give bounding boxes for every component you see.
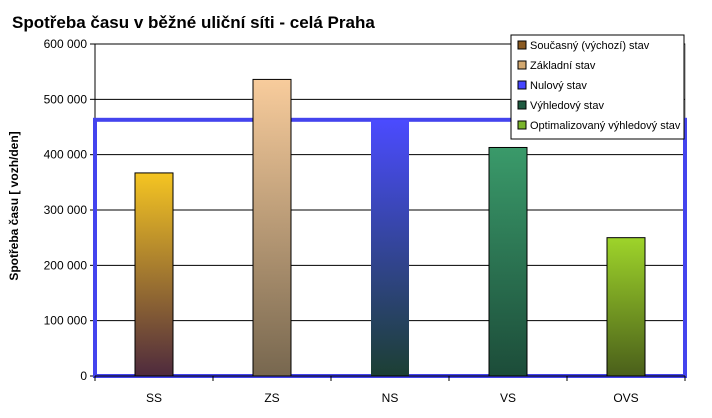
bar-zs: [252, 78, 292, 377]
x-tick-label: ZS: [264, 391, 279, 405]
y-tick-label: 200 000: [44, 258, 88, 272]
y-axis-label-group: Spotřeba času [ vozh/den]: [7, 131, 21, 280]
legend-label: Výhledový stav: [530, 100, 604, 112]
x-tick-label: NS: [382, 391, 399, 405]
legend-label: Optimalizovaný výhledový stav: [530, 120, 681, 132]
chart-title: Spotřeba času v běžné uliční síti - celá…: [12, 13, 375, 32]
legend-label: Nulový stav: [530, 80, 587, 92]
legend-swatch: [517, 60, 527, 70]
y-axis-label: Spotřeba času [ vozh/den]: [7, 131, 21, 280]
y-tick-label: 400 000: [44, 148, 88, 162]
x-tick-label: SS: [146, 391, 162, 405]
x-tick-label: OVS: [613, 391, 638, 405]
bar-vs: [488, 146, 528, 377]
legend-swatch: [517, 80, 527, 90]
legend: Současný (výchozí) stav Základní stav Nulo…: [510, 34, 685, 140]
y-tick-label: 500 000: [44, 92, 88, 106]
legend-label: Současný (výchozí) stav: [530, 40, 650, 52]
x-tick-label: VS: [500, 391, 516, 405]
bar-ns: [371, 119, 409, 376]
y-tick-label: 300 000: [44, 203, 88, 217]
bar-ss: [134, 172, 174, 377]
legend-box: [510, 34, 685, 140]
y-tick-label: 0: [80, 369, 87, 383]
legend-swatch: [517, 120, 527, 130]
y-tick-label: 100 000: [44, 314, 88, 328]
legend-swatch: [517, 100, 527, 110]
bar-ovs: [606, 237, 646, 377]
legend-swatch: [517, 40, 527, 50]
legend-label: Základní stav: [530, 60, 596, 72]
y-tick-label: 600 000: [44, 37, 88, 51]
